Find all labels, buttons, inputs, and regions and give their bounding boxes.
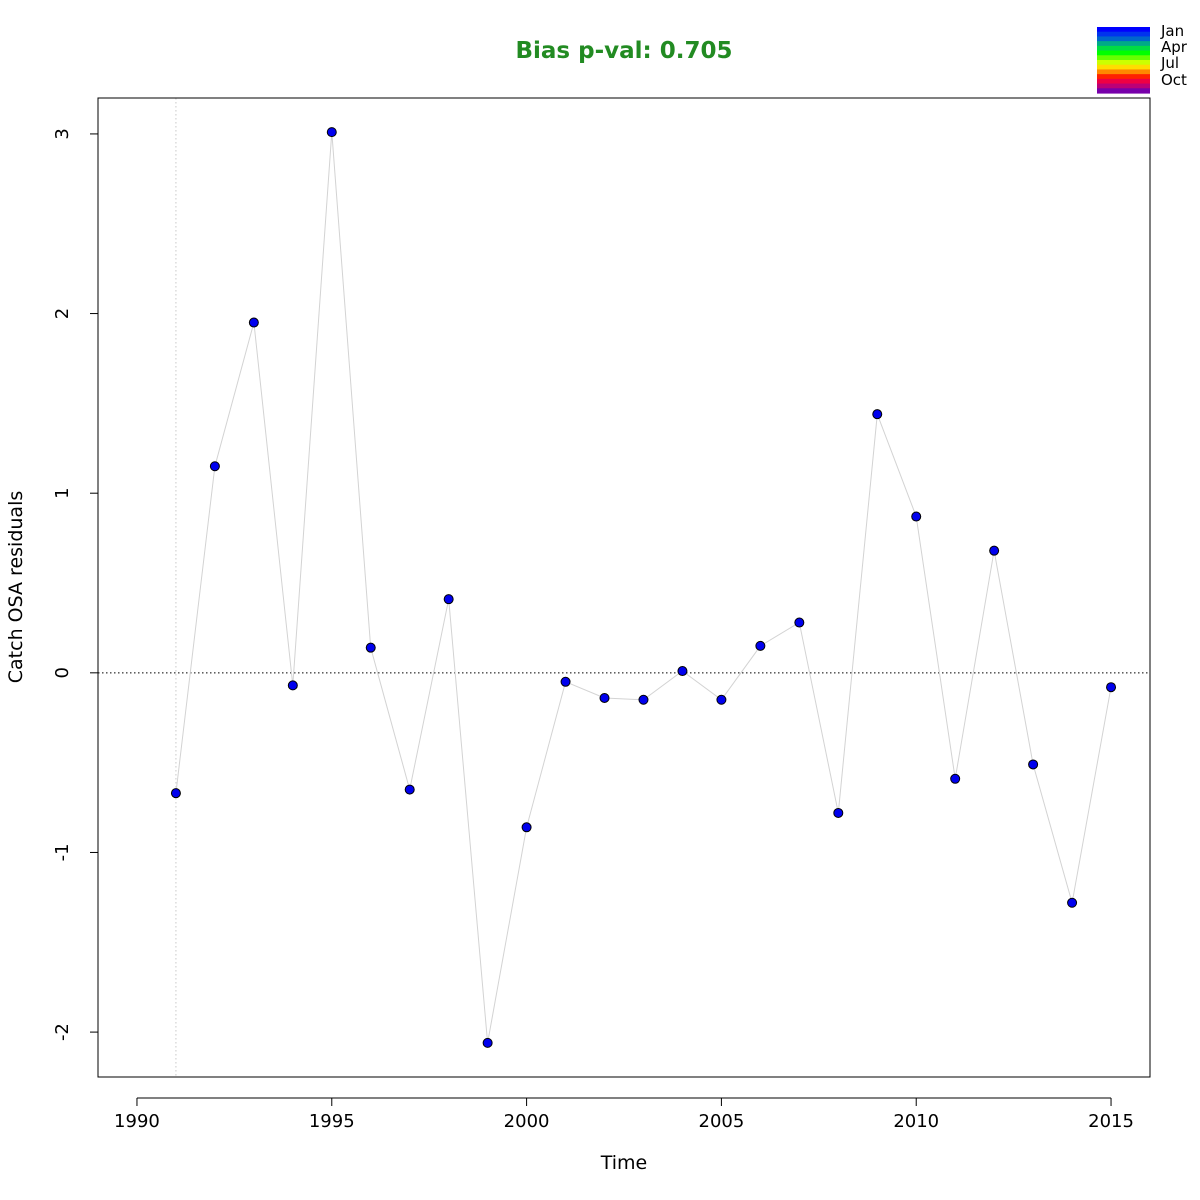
legend-color-swatch: [1097, 78, 1150, 85]
x-tick-label: 1990: [114, 1111, 160, 1132]
legend-color-swatch: [1097, 74, 1150, 80]
data-point: [794, 617, 805, 628]
legend-color-swatch: [1097, 83, 1150, 89]
data-point: [833, 807, 844, 818]
data-point: [404, 784, 415, 795]
y-tick-label: 1: [52, 487, 73, 498]
x-tick-label: 2015: [1088, 1111, 1134, 1132]
data-point: [482, 1037, 493, 1048]
data-point: [599, 692, 610, 703]
data-point: [209, 461, 220, 472]
data-point: [170, 788, 181, 799]
legend-color-swatch: [1097, 60, 1150, 66]
legend-label: Jul: [1160, 54, 1179, 72]
legend-color-swatch: [1097, 45, 1150, 52]
legend-color-swatch: [1097, 69, 1150, 75]
legend-color-swatch: [1097, 55, 1150, 61]
legend-color-swatch: [1097, 27, 1150, 33]
legend-color-swatch: [1097, 31, 1150, 38]
reference-lines: [98, 98, 1150, 1077]
x-tick-label: 2005: [699, 1111, 745, 1132]
data-point: [287, 680, 298, 691]
data-point: [1067, 897, 1078, 908]
y-tick-label: 2: [52, 308, 73, 319]
legend-color-swatch: [1097, 64, 1150, 71]
series-polyline: [175, 132, 1112, 1043]
legend-label: Oct: [1161, 71, 1187, 89]
data-point: [1106, 682, 1117, 693]
data-point: [248, 317, 259, 328]
legend-label: Jan: [1160, 22, 1184, 40]
data-point: [716, 694, 727, 705]
y-axis: -2 -1 0 1 2 3: [52, 128, 99, 1041]
data-point: [872, 409, 883, 420]
y-axis-label: Catch OSA residuals: [5, 491, 27, 683]
x-axis: 1990 1995 2000 2005 2010 2015: [114, 1097, 1134, 1132]
data-point: [911, 511, 922, 522]
x-tick-label: 2000: [504, 1111, 550, 1132]
data-point: [755, 640, 766, 651]
data-point: [950, 773, 961, 784]
data-point: [560, 676, 571, 687]
x-tick-label: 2010: [893, 1111, 939, 1132]
legend-color-swatch: [1097, 41, 1150, 47]
chart-title: Bias p-val: 0.705: [516, 38, 733, 64]
y-tick-label: 0: [52, 667, 73, 678]
data-point: [1028, 759, 1039, 770]
data-point: [521, 822, 532, 833]
data-point: [677, 666, 688, 677]
legend-color-swatch: [1097, 50, 1150, 56]
y-tick-label: -1: [52, 843, 73, 861]
data-point: [443, 594, 454, 605]
data-points: [170, 127, 1117, 1048]
y-tick-label: -2: [52, 1023, 73, 1041]
legend-color-swatch: [1097, 36, 1150, 42]
plot-frame: [97, 97, 1151, 1078]
data-point: [989, 545, 1000, 556]
data-point: [638, 694, 649, 705]
data-point: [326, 127, 337, 138]
x-tick-label: 1995: [309, 1111, 355, 1132]
y-tick-label: 3: [52, 128, 73, 139]
series-line: [175, 132, 1112, 1043]
legend-label: Apr: [1161, 38, 1188, 56]
x-axis-label: Time: [600, 1152, 648, 1174]
legend-color-swatch: [1097, 88, 1150, 94]
data-point: [365, 642, 376, 653]
